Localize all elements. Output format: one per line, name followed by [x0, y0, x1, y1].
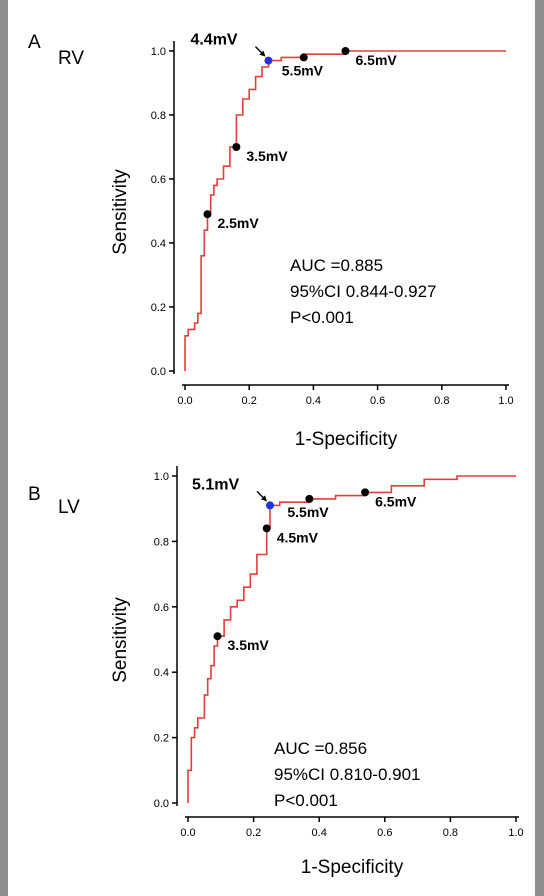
cutoff-arrowhead	[259, 50, 266, 57]
y-tick-label: 0.2	[154, 733, 169, 745]
auc-annotation-line: AUC =0.885	[290, 256, 383, 275]
auc-annotation-line: 95%CI 0.810-0.901	[274, 765, 421, 784]
cutoff-label: 2.5mV	[217, 215, 259, 231]
panel-label: RV	[58, 48, 84, 69]
x-tick-label: 0.0	[180, 827, 195, 839]
y-tick-label: 0.6	[154, 602, 169, 614]
x-tick-label: 0.4	[306, 395, 321, 407]
y-tick-label: 0.6	[151, 174, 166, 186]
auc-annotation-line: 95%CI 0.844-0.927	[290, 282, 437, 301]
cutoff-point	[341, 47, 350, 55]
x-tick-label: 0.0	[177, 395, 192, 407]
cutoff-label: 5.1mV	[192, 476, 239, 493]
y-tick-label: 1.0	[151, 46, 166, 58]
cutoff-label: 3.5mV	[228, 637, 270, 653]
panel-letter: A	[28, 32, 41, 53]
roc-panel-b: B LV 0.0 0.2 0.4 0.6 0.8 1.0 0.0 0.2 0.4 0.6 0.8 1.0 1…	[28, 466, 524, 878]
y-tick-label: 0.0	[151, 366, 166, 378]
x-axis-title: 1-Specificity	[295, 429, 398, 450]
x-tick-label: 0.6	[377, 827, 392, 839]
y-tick-label: 0.2	[151, 302, 166, 314]
cutoff-arrowhead	[261, 495, 267, 502]
cutoff-point	[262, 524, 271, 533]
x-tick-label: 1.0	[498, 395, 513, 407]
x-tick-label: 0.6	[370, 395, 385, 407]
cutoff-label: 6.5mV	[375, 493, 417, 509]
roc-panel-a: A RV 0.0 0.2 0.4 0.6 0.8 1.0 0.0 0.2 0.4 0.6 0.8 1.0 1…	[28, 32, 514, 450]
cutoff-point	[299, 53, 308, 62]
figure-frame: A RV 0.0 0.2 0.4 0.6 0.8 1.0 0.0 0.2 0.4 0.6 0.8 1.0 1…	[8, 0, 535, 896]
cutoff-point	[266, 501, 274, 510]
cutoff-point	[232, 143, 241, 151]
cutoff-label: 5.5mV	[282, 62, 324, 78]
cutoff-point	[361, 488, 370, 497]
x-tick-label: 0.2	[242, 395, 257, 407]
y-tick-label: 0.8	[154, 536, 169, 548]
auc-annotation-line: AUC =0.856	[274, 739, 367, 758]
roc-figure: A RV 0.0 0.2 0.4 0.6 0.8 1.0 0.0 0.2 0.4 0.6 0.8 1.0 1…	[28, 32, 524, 878]
x-tick-label: 0.8	[443, 827, 458, 839]
x-tick-label: 0.8	[434, 395, 449, 407]
cutoff-point	[213, 632, 222, 641]
x-tick-label: 0.2	[246, 827, 261, 839]
auc-annotation-line: P<0.001	[290, 308, 354, 327]
cutoff-label: 5.5mV	[287, 504, 329, 520]
y-tick-label: 0.4	[151, 238, 166, 250]
cutoff-label: 6.5mV	[356, 52, 398, 68]
y-tick-label: 0.4	[154, 667, 169, 679]
cutoff-point	[203, 210, 212, 219]
cutoff-label: 4.5mV	[277, 529, 319, 545]
cutoff-point	[264, 56, 273, 65]
x-axis-title: 1-Specificity	[301, 857, 404, 878]
x-tick-label: 0.4	[312, 827, 327, 839]
y-tick-label: 0.0	[154, 798, 169, 810]
panel-label: LV	[58, 497, 80, 518]
cutoff-point	[305, 494, 314, 503]
x-tick-label: 1.0	[508, 827, 523, 839]
cutoff-label: 4.4mV	[190, 32, 237, 49]
y-axis-title: Sensitivity	[110, 597, 131, 683]
y-tick-label: 0.8	[151, 110, 166, 122]
y-tick-label: 1.0	[154, 471, 169, 483]
auc-annotation-line: P<0.001	[274, 791, 338, 810]
cutoff-label: 3.5mV	[246, 148, 288, 164]
panel-letter: B	[28, 484, 41, 505]
y-axis-title: Sensitivity	[110, 169, 131, 255]
